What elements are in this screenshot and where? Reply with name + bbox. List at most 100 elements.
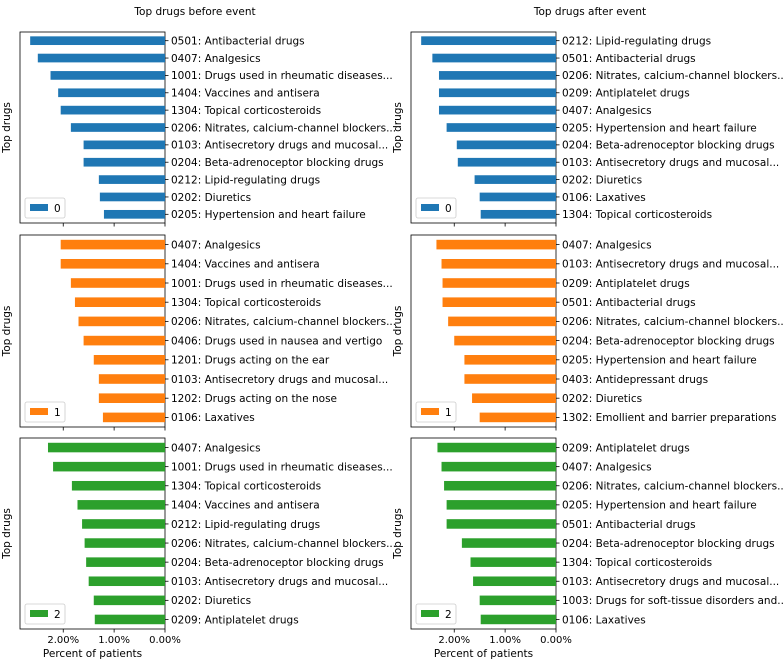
x-tick-label: 1.00% <box>489 635 521 646</box>
bar <box>98 175 165 184</box>
bar <box>58 88 165 98</box>
bar <box>98 374 165 384</box>
bar <box>78 316 165 327</box>
bar <box>37 53 165 63</box>
category-label: 0501: Antibacterial drugs <box>562 297 696 309</box>
bar <box>71 480 165 491</box>
category-label: 0501: Antibacterial drugs <box>171 35 305 47</box>
bar <box>98 393 165 403</box>
x-tick-label: 2.00% <box>438 635 470 646</box>
panel-before-group-2: 0407: Analgesics 1001: Drugs used in rheu… <box>1 437 396 660</box>
category-label: 0407: Analgesics <box>171 239 261 251</box>
bar <box>30 36 165 46</box>
category-label: 0202: Diuretics <box>562 393 642 405</box>
category-label: 0106: Laxatives <box>171 412 255 424</box>
category-label: 1001: Drugs used in rheumatic diseases..… <box>171 278 393 290</box>
panel-before-group-1: 0407: Analgesics 1404: Vaccines and antis… <box>1 234 396 431</box>
category-label: 0204: Beta-adrenoceptor blocking drugs <box>171 557 384 569</box>
category-label: 0103: Antisecretory drugs and mucosal... <box>171 374 388 386</box>
bar <box>99 192 165 202</box>
legend-label: 0 <box>54 203 61 215</box>
bar <box>93 355 165 365</box>
bar <box>479 412 556 423</box>
bar <box>454 335 556 346</box>
category-label: 1202: Drugs acting on the nose <box>171 393 337 405</box>
category-label: 0205: Hypertension and heart failure <box>562 355 757 367</box>
category-label: 1304: Topical corticosteroids <box>562 557 712 569</box>
bar <box>480 614 556 625</box>
panel-after-group-2: 0209: Antiplatelet drugs 0407: Analgesics… <box>392 437 784 660</box>
category-label: 0106: Laxatives <box>562 614 646 626</box>
bar <box>60 105 166 115</box>
category-label: 0212: Lipid-regulating drugs <box>171 519 320 531</box>
legend-swatch <box>421 408 439 415</box>
category-label: 0204: Beta-adrenoceptor blocking drugs <box>562 140 775 152</box>
bar <box>446 519 556 529</box>
bar <box>83 335 165 346</box>
category-label: 0103: Antisecretory drugs and mucosal... <box>562 157 779 169</box>
category-label: 0206: Nitrates, calcium-channel blockers… <box>562 481 784 493</box>
y-axis-label: Top drugs <box>1 508 13 560</box>
category-label: 1304: Topical corticosteroids <box>171 297 321 309</box>
bar <box>442 297 556 307</box>
bar <box>438 88 556 98</box>
category-label: 0501: Antibacterial drugs <box>562 519 696 531</box>
bar <box>479 192 556 202</box>
x-tick-label: 0.00% <box>149 635 181 646</box>
bar <box>103 209 165 219</box>
axes-frame <box>19 437 166 630</box>
legend-swatch <box>30 610 48 617</box>
legend-swatch <box>421 204 439 211</box>
category-label: 0209: Antiplatelet drugs <box>171 614 299 626</box>
bar <box>479 595 556 606</box>
bar <box>448 316 556 327</box>
legend-label: 1 <box>445 407 452 419</box>
bar <box>93 595 165 606</box>
bar <box>441 461 556 472</box>
category-label: 0212: Lipid-regulating drugs <box>171 174 320 186</box>
bar <box>50 71 165 80</box>
x-tick-label: 0.00% <box>540 635 572 646</box>
legend-label: 0 <box>445 203 452 215</box>
category-label: 0407: Analgesics <box>562 461 652 473</box>
bar <box>421 36 556 46</box>
y-axis-label: Top drugs <box>392 102 404 154</box>
category-label: 0206: Nitrates, calcium-channel blockers… <box>562 70 784 82</box>
bar <box>94 614 165 625</box>
bar <box>438 105 556 115</box>
category-label: 0103: Antisecretory drugs and mucosal... <box>562 576 779 588</box>
bar <box>470 557 556 567</box>
axes-frame <box>19 234 166 428</box>
category-label: 0204: Beta-adrenoceptor blocking drugs <box>171 157 384 169</box>
legend-swatch <box>30 204 48 211</box>
bar <box>70 123 165 132</box>
category-label: 0204: Beta-adrenoceptor blocking drugs <box>562 335 775 347</box>
category-label: 1404: Vaccines and antisera <box>171 500 320 512</box>
bar <box>83 157 165 167</box>
legend-swatch <box>30 408 48 415</box>
bar <box>444 480 556 491</box>
category-label: 0212: Lipid-regulating drugs <box>562 35 711 47</box>
bar <box>77 500 165 510</box>
bar <box>60 259 166 269</box>
category-label: 1304: Topical corticosteroids <box>171 105 321 117</box>
x-axis-label: Percent of patients <box>43 648 142 660</box>
category-label: 0209: Antiplatelet drugs <box>562 442 690 454</box>
y-axis-label: Top drugs <box>1 102 13 154</box>
y-axis-label: Top drugs <box>392 306 404 358</box>
category-label: 0205: Hypertension and heart failure <box>562 122 757 134</box>
category-label: 1404: Vaccines and antisera <box>171 88 320 100</box>
bar <box>60 239 166 250</box>
bar <box>86 557 165 567</box>
bar <box>83 140 165 150</box>
legend-label: 2 <box>445 609 452 621</box>
category-label: 0403: Antidepressant drugs <box>562 374 708 386</box>
legend-swatch <box>421 610 439 617</box>
category-label: 0205: Hypertension and heart failure <box>171 209 366 221</box>
bar <box>438 71 556 80</box>
x-tick-label: 1.00% <box>98 635 130 646</box>
category-label: 0206: Nitrates, calcium-channel blockers… <box>171 122 396 134</box>
category-label: 1001: Drugs used in rheumatic diseases..… <box>171 70 393 82</box>
title-after: Top drugs after event <box>533 6 646 18</box>
